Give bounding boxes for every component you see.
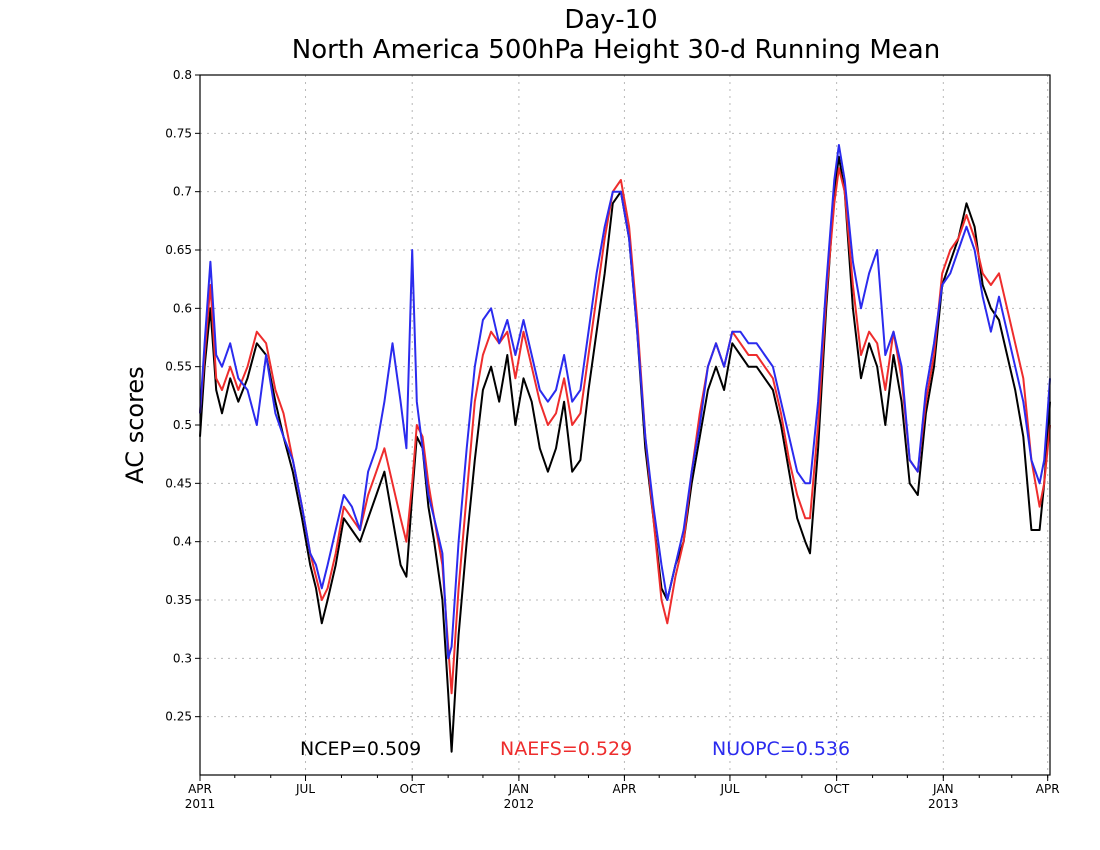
y-tick-label: 0.6	[173, 301, 192, 315]
x-tick-label: JUL	[295, 782, 315, 796]
x-tick-label: JAN	[508, 782, 530, 796]
chart-subtitle: North America 500hPa Height 30-d Running…	[292, 35, 940, 65]
y-tick-label: 0.45	[165, 476, 192, 490]
y-tick-label: 0.55	[165, 360, 192, 374]
y-tick-label: 0.5	[173, 418, 192, 432]
x-tick-year: 2013	[928, 797, 959, 811]
chart-title: Day-10	[564, 5, 657, 35]
x-tick-year: 2011	[185, 797, 216, 811]
x-tick-label: APR	[188, 782, 212, 796]
x-tick-label: APR	[613, 782, 637, 796]
series-line-ncep	[199, 155, 1051, 753]
grid-layer	[199, 74, 1050, 775]
legend-naefs: NAEFS=0.529	[500, 738, 632, 760]
x-tick-label: OCT	[824, 782, 850, 796]
x-tick-label: APR	[1036, 782, 1060, 796]
x-tick-label: JAN	[932, 782, 954, 796]
y-tick-label: 0.3	[173, 651, 192, 665]
y-tick-label: 0.4	[173, 535, 192, 549]
y-tick-label: 0.25	[165, 710, 192, 724]
legend-nuopc: NUOPC=0.536	[712, 738, 850, 760]
legend: NCEP=0.509 NAEFS=0.529 NUOPC=0.536	[300, 738, 850, 760]
y-tick-label: 0.8	[173, 68, 192, 82]
series-line-nuopc	[199, 144, 1051, 660]
y-tick-label: 0.7	[173, 185, 192, 199]
x-tick-year: 2012	[504, 797, 535, 811]
legend-ncep: NCEP=0.509	[300, 738, 421, 760]
y-axis-label: AC scores	[121, 366, 149, 483]
x-tick-label: JUL	[719, 782, 739, 796]
tick-layer: 0.25 0.3 0.35 0.4 0.45 0.5 0.55 0.6 0.65 0.7 0.75 0…	[165, 68, 1059, 811]
y-tick-label: 0.65	[165, 243, 192, 257]
y-tick-label: 0.35	[165, 593, 192, 607]
series-layer	[199, 144, 1051, 753]
y-tick-label: 0.75	[165, 126, 192, 140]
x-tick-label: OCT	[400, 782, 426, 796]
